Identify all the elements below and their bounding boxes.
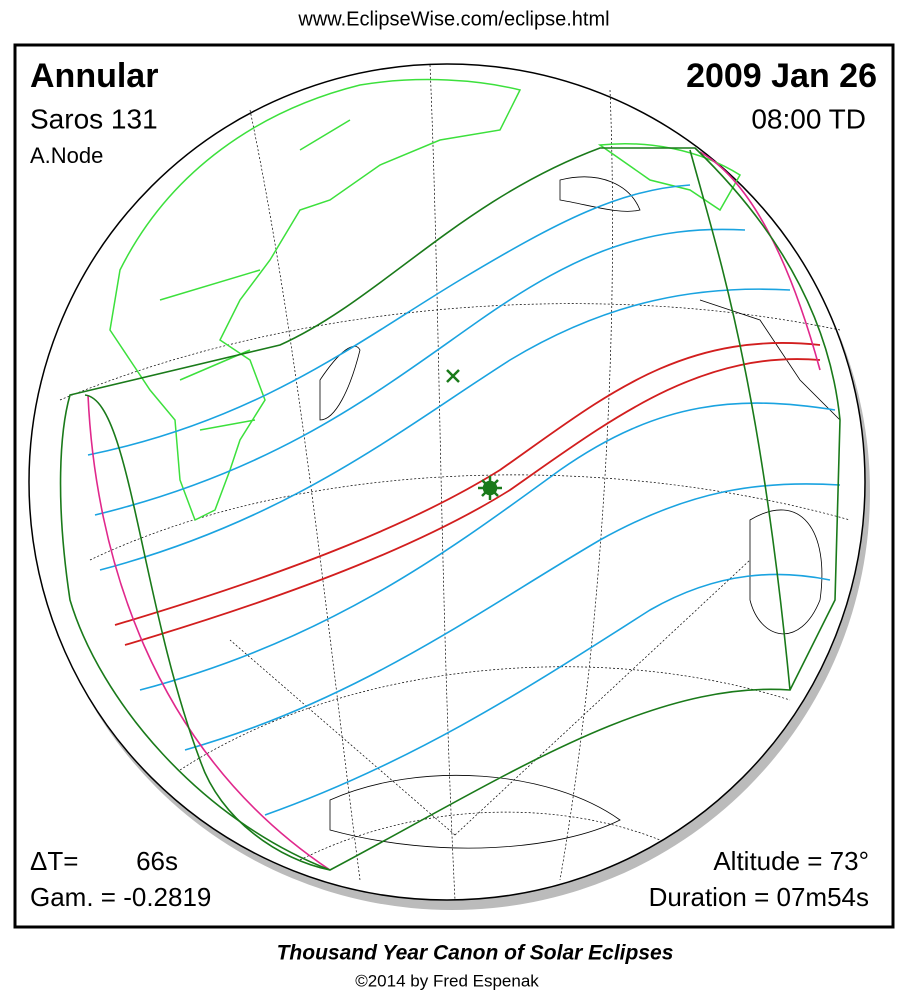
- url: www.EclipseWise.com/eclipse.html: [297, 8, 609, 30]
- altitude: Altitude = 73°: [713, 846, 869, 876]
- eclipse-type: Annular: [30, 57, 158, 95]
- saros: Saros 131: [30, 103, 158, 134]
- globe: [28, 63, 870, 910]
- gamma: Gam. = -0.2819: [30, 882, 211, 912]
- duration: Duration = 07m54s: [649, 882, 869, 912]
- delta-t-label: ΔT=: [30, 846, 78, 876]
- node: A.Node: [30, 143, 103, 168]
- footer-title: Thousand Year Canon of Solar Eclipses: [277, 942, 674, 965]
- delta-t: 66s: [136, 846, 178, 876]
- eclipse-date: 2009 Jan 26: [686, 57, 877, 95]
- footer-credit: ©2014 by Fred Espenak: [355, 971, 539, 990]
- time: 08:00 TD: [751, 103, 866, 134]
